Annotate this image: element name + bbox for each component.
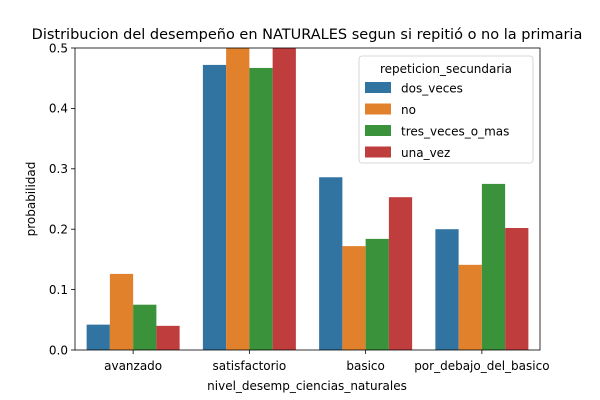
legend-label-una_vez: una_vez	[401, 146, 450, 160]
bar-una_vez-por_debajo_del_basico	[505, 227, 529, 350]
legend-label-tres_veces_o_mas: tres_veces_o_mas	[401, 124, 509, 138]
legend-swatch-una_vez	[365, 146, 391, 158]
y-tick-label: 0.0	[49, 343, 68, 357]
plot-frame	[74, 47, 541, 351]
bar-no-satisfactorio	[226, 48, 250, 350]
legend-swatch-tres_veces_o_mas	[365, 125, 391, 136]
legend-label-dos_veces: dos_veces	[401, 81, 463, 95]
bar-dos_veces-avanzado	[86, 324, 110, 350]
x-tick-label: basico	[346, 359, 385, 373]
bar-tres_veces_o_mas-avanzado	[133, 304, 157, 350]
x-tick-label: satisfactorio	[213, 359, 287, 373]
bar-dos_veces-por_debajo_del_basico	[435, 229, 459, 350]
y-tick-label: 0.4	[49, 102, 68, 116]
y-axis: 0.0 0.1 0.2 0.3 0.4 0.5	[49, 41, 75, 357]
bar-una_vez-basico	[388, 197, 413, 350]
legend-frame	[358, 55, 534, 164]
y-axis-label: probabilidad	[24, 162, 38, 237]
chart-title: Distribucion del desempeño en NATURALES …	[32, 27, 583, 43]
legend-title: repeticion_secundaria	[380, 62, 512, 76]
bar-una_vez-avanzado	[156, 325, 180, 350]
bar-tres_veces_o_mas-satisfactorio	[249, 67, 273, 350]
bar-no-basico	[342, 246, 366, 350]
y-tick-label: 0.3	[49, 162, 68, 176]
legend-swatch-dos_veces	[365, 82, 391, 93]
x-tick-label: avanzado	[104, 359, 162, 373]
bar-dos_veces-satisfactorio	[202, 64, 227, 350]
y-tick-label: 0.2	[49, 223, 68, 237]
x-axis: avanzado satisfactorio basico por_debajo_de…	[104, 350, 550, 373]
bar-no-avanzado	[109, 273, 134, 350]
legend-swatch-no	[365, 103, 391, 115]
bar-no-por_debajo_del_basico	[458, 264, 482, 350]
bar-dos_veces-basico	[319, 177, 343, 350]
bars-layer	[86, 48, 529, 350]
x-tick-label: por_debajo_del_basico	[414, 359, 549, 373]
bar-tres_veces_o_mas-basico	[365, 238, 389, 350]
y-tick-label: 0.5	[49, 41, 68, 55]
bar-tres_veces_o_mas-por_debajo_del_basico	[481, 183, 506, 350]
x-axis-label: nivel_desemp_ciencias_naturales	[207, 379, 407, 393]
bar-una_vez-satisfactorio	[272, 48, 296, 350]
legend-label-no: no	[401, 103, 416, 117]
y-tick-label: 0.1	[49, 283, 68, 297]
